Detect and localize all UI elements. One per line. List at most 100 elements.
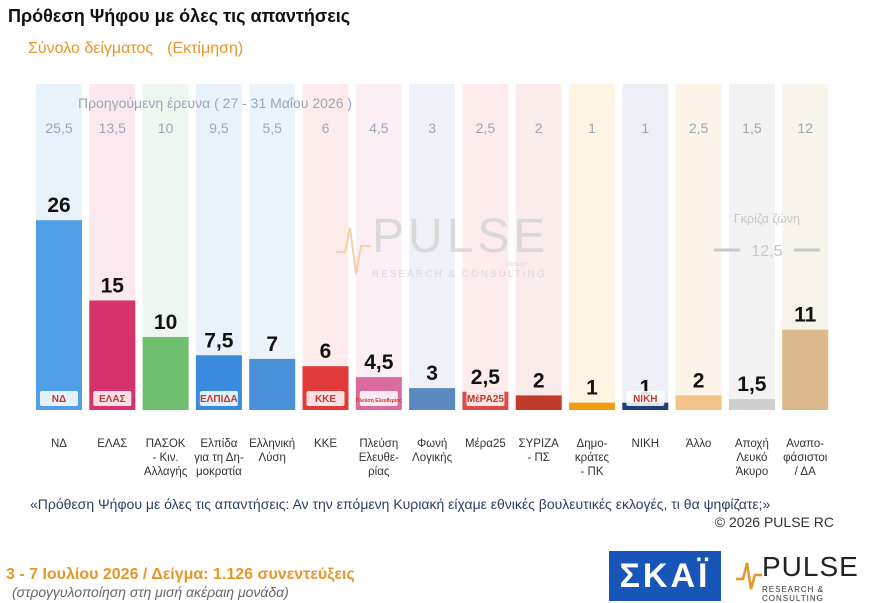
category-label: Άκυρο	[736, 466, 769, 478]
category-label: Άλλο	[686, 438, 711, 450]
bar	[249, 358, 296, 410]
column-background	[302, 84, 349, 410]
column-background	[728, 84, 775, 410]
value-label: 7,5	[204, 329, 234, 352]
party-logo-text: ΝΙΚΗ	[633, 394, 657, 405]
pulse-logo-tagline: RESEARCH & CONSULTING	[762, 585, 825, 603]
previous-value-label: 4,5	[369, 120, 389, 136]
category-label: ΝΔ	[51, 438, 67, 450]
previous-value-label: 9,5	[209, 120, 229, 136]
subtitle-main: Σύνολο δείγματος	[28, 40, 154, 57]
value-label: 11	[794, 304, 817, 327]
column-background	[675, 84, 722, 410]
value-label: 3	[426, 362, 438, 385]
previous-value-label: 1	[641, 120, 649, 136]
previous-value-label: 2	[535, 120, 543, 136]
category-label: ΕΛΑΣ	[97, 438, 127, 450]
previous-value-label: 6	[322, 120, 330, 136]
column-background	[249, 84, 296, 410]
category-label: Ελληνική	[249, 438, 295, 450]
pulse-logo-name: PULSE	[762, 551, 859, 582]
skai-logo: ΣΚΑΪ	[609, 551, 721, 601]
category-label: Ελευθε-	[359, 452, 399, 464]
column-background	[409, 84, 456, 410]
value-label: 15	[101, 275, 125, 298]
value-label: 1,5	[737, 373, 767, 396]
pulse-logo: PULSE RESEARCH & CONSULTING	[736, 551, 868, 603]
previous-value-label: 5,5	[262, 120, 282, 136]
column-background	[569, 84, 615, 410]
category-label: ρίας	[368, 466, 390, 478]
grey-zone-label: Γκρίζα ζώνη	[734, 212, 800, 226]
category-label: Αναπο-	[786, 438, 824, 450]
previous-value-label: 1,5	[742, 120, 762, 136]
column-background	[462, 84, 509, 410]
value-label: 26	[47, 194, 70, 217]
value-label: 2	[693, 369, 705, 392]
survey-question: «Πρόθεση Ψήφου με όλες τις απαντήσεις: Α…	[30, 496, 771, 512]
bar	[675, 395, 722, 410]
category-label: Δημο-	[577, 438, 608, 450]
bar	[622, 402, 669, 410]
pulse-wave-icon	[736, 562, 762, 590]
value-label: 1	[586, 377, 598, 400]
category-label: Φωνή	[417, 438, 447, 450]
previous-value-label: 2,5	[476, 120, 496, 136]
party-logo-badge	[359, 391, 398, 406]
category-label: φάσιστοι	[783, 452, 828, 464]
category-label: Ελπίδα	[200, 438, 237, 450]
category-label: κράτες	[575, 452, 610, 464]
category-label: ΠΑΣΟΚ	[146, 438, 186, 450]
value-label: 2,5	[471, 366, 501, 389]
category-label: για τη Δη-	[194, 452, 244, 464]
party-logo-badge	[626, 391, 665, 406]
grey-zone-value: 12,5	[751, 243, 782, 260]
category-label: Μέρα25	[465, 438, 506, 450]
previous-value-label: 10	[158, 120, 174, 136]
category-label: - Κιν.	[152, 452, 178, 464]
watermark-wave-icon	[336, 227, 371, 275]
column-background	[515, 84, 562, 410]
party-logo-badge	[466, 391, 505, 406]
column-background	[622, 84, 669, 410]
bar	[569, 402, 615, 410]
watermark-superscript: ΕΚΘΕΣΗ	[506, 262, 527, 268]
party-logo-text: ΚΚΕ	[315, 394, 336, 405]
category-label: - ΠΚ	[581, 466, 604, 478]
party-logo-badge	[40, 391, 78, 406]
party-logo-text: ΝΔ	[52, 394, 66, 405]
bar	[409, 388, 456, 410]
subtitle-note: (Εκτίμηση)	[167, 40, 244, 57]
previous-value-label: 12	[797, 120, 813, 136]
category-label: Λογικής	[412, 452, 453, 464]
previous-survey-label: Προηγούμενη έρευνα ( 27 - 31 Μαΐου 2026 …	[78, 95, 352, 111]
chart-subtitle: Σύνολο δείγματος (Εκτίμηση)	[28, 40, 243, 58]
watermark-name: PULSE	[372, 210, 549, 263]
category-label: Πλεύση	[359, 438, 398, 450]
chart-title: Πρόθεση Ψήφου με όλες τις απαντήσεις	[8, 6, 351, 26]
category-label: Αποχή	[735, 438, 769, 450]
category-label: μοκρατία	[196, 466, 242, 478]
bar	[36, 220, 82, 410]
category-label: Λύση	[258, 452, 285, 464]
bar	[728, 399, 775, 410]
party-logo-badge	[306, 391, 345, 406]
previous-value-label: 3	[428, 120, 436, 136]
category-label: / ΔΑ	[795, 466, 816, 478]
value-label: 2	[533, 369, 545, 392]
bar	[142, 337, 189, 410]
party-logo-text: Πλεύση Ελευθερίας	[356, 398, 403, 404]
category-label: ΣΥΡΙΖΑ	[519, 438, 560, 450]
previous-value-label: 13,5	[99, 120, 126, 136]
bar	[782, 329, 829, 410]
watermark-tagline: RESEARCH & CONSULTING	[372, 269, 547, 280]
category-label: Αλλαγής	[144, 466, 188, 478]
copyright-notice: © 2026 PULSE RC	[714, 514, 834, 530]
previous-value-label: 2,5	[689, 120, 709, 136]
rounding-note: (στρογγυλοποίηση στη μισή ακέραιη μονάδα…	[12, 584, 289, 600]
value-label: 10	[154, 311, 177, 334]
category-label: ΝΙΚΗ	[632, 438, 659, 450]
party-logo-text: ΜέΡΑ25	[467, 394, 505, 405]
value-label: 4,5	[364, 351, 394, 374]
